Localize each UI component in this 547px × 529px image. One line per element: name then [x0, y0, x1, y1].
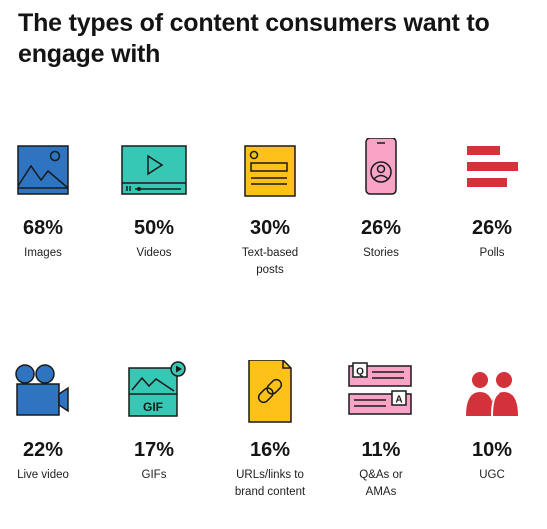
stat-percent: 26% — [360, 217, 402, 239]
stat-label: Live video — [17, 469, 69, 481]
stat-gifs: GIF 17% GIFs — [99, 360, 209, 484]
stat-percent: 22% — [22, 439, 64, 461]
link-document-icon — [248, 360, 292, 423]
text-post-icon — [244, 145, 296, 197]
svg-text:Q: Q — [356, 367, 364, 378]
stat-label: UGC — [479, 469, 505, 481]
stat-videos: 50% Videos — [99, 138, 209, 262]
stat-label: Polls — [479, 247, 505, 259]
stat-percent: 10% — [471, 439, 513, 461]
image-icon — [17, 145, 69, 195]
stat-images: 68% Images — [0, 138, 98, 262]
stat-percent: 26% — [471, 217, 513, 239]
stat-ugc: 10% UGC — [437, 360, 547, 484]
phone-story-icon — [365, 138, 397, 195]
stat-live-video: 22% Live video — [0, 360, 98, 484]
qa-cards-icon: Q A — [348, 362, 412, 415]
stat-urls: 16% URLs/links to brand content — [215, 360, 325, 501]
video-player-icon — [121, 145, 187, 195]
stat-label: Videos — [136, 247, 172, 259]
poll-bars-icon — [467, 146, 518, 187]
stat-polls: 26% Polls — [437, 138, 547, 262]
stat-stories: 26% Stories — [326, 138, 436, 262]
stat-percent: 68% — [22, 217, 64, 239]
gif-icon: GIF — [128, 361, 186, 417]
stat-label: Images — [24, 247, 62, 259]
svg-text:GIF: GIF — [143, 400, 163, 414]
stat-text-posts: 30% Text-based posts — [215, 138, 325, 279]
stat-qa: Q A 11% Q&As or AMAs — [326, 360, 436, 501]
stat-label: GIFs — [141, 469, 167, 481]
svg-text:A: A — [395, 395, 402, 406]
stat-percent: 50% — [133, 217, 175, 239]
users-icon — [466, 372, 518, 417]
page-title: The types of content consumers want to e… — [18, 9, 490, 68]
stat-percent: 16% — [249, 439, 291, 461]
stat-label: Stories — [363, 247, 399, 259]
stat-label: Text-based posts — [241, 247, 299, 276]
stat-percent: 11% — [361, 439, 401, 461]
stat-percent: 30% — [249, 217, 291, 239]
stat-label: URLs/links to brand content — [234, 469, 306, 498]
stat-label: Q&As or AMAs — [359, 469, 403, 498]
stat-percent: 17% — [133, 439, 175, 461]
video-camera-icon — [15, 364, 69, 416]
